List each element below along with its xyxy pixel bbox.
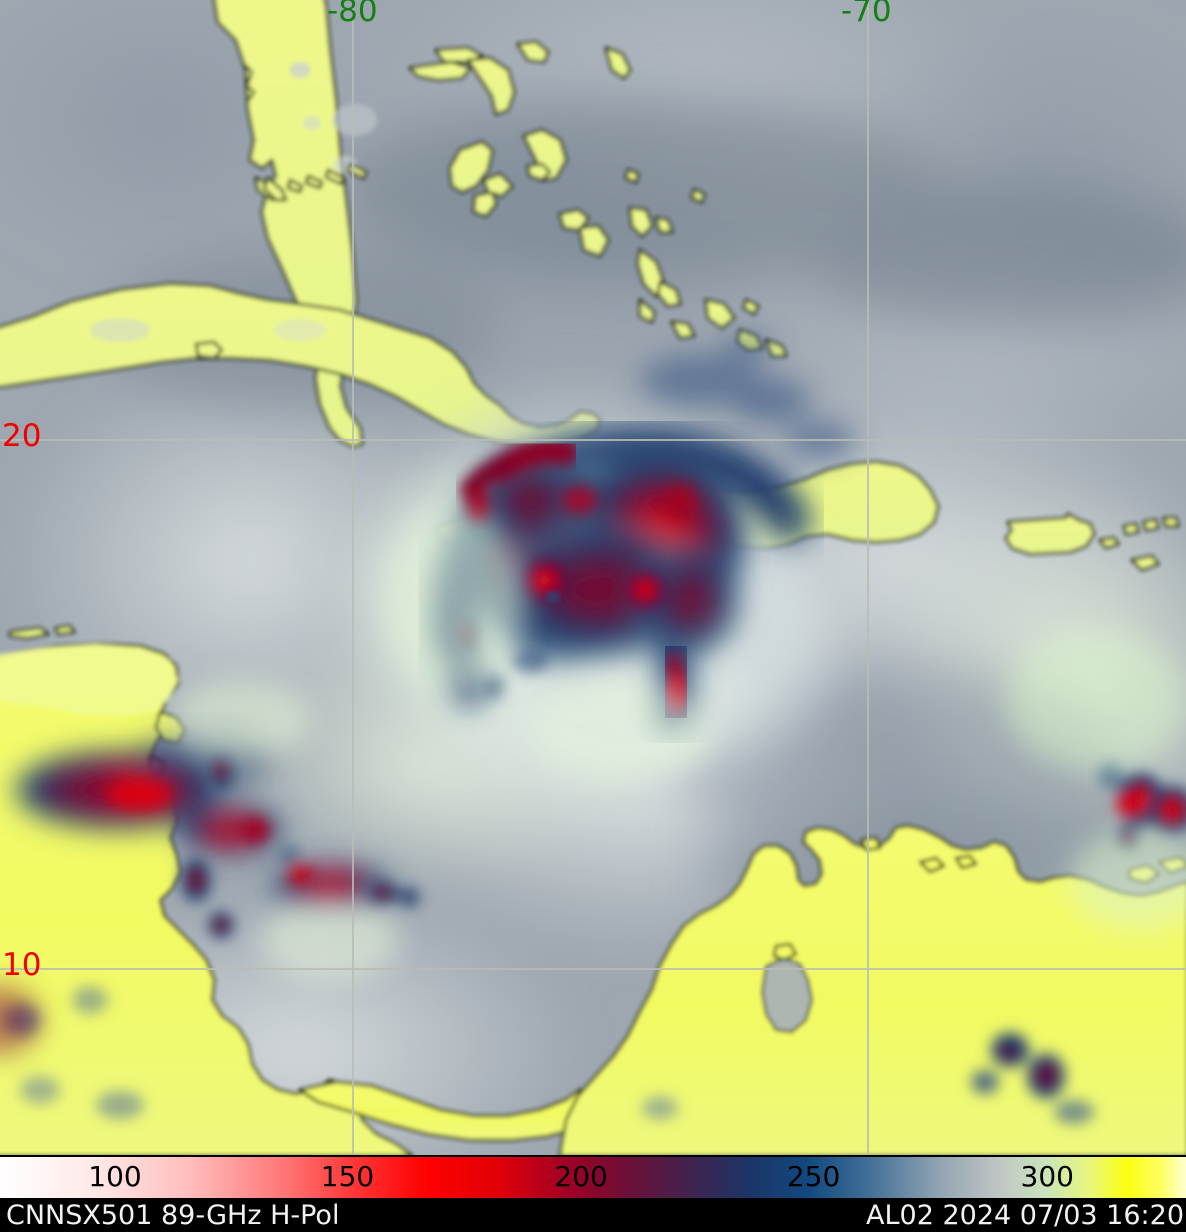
longitude-label-minus70: -70 [841, 0, 892, 29]
tc-eye [546, 591, 560, 603]
south-america-inland-cells [4, 986, 1094, 1124]
land-virgin-islands [1098, 516, 1180, 572]
central-america-cells [108, 748, 420, 941]
colorbar-tick-200: 200 [554, 1160, 608, 1193]
land-maracaibo-neck [772, 942, 798, 962]
sensor-label: CNNSX501 89-GHz H-Pol [6, 1200, 340, 1231]
land-tampa-bay-notch [242, 62, 256, 101]
land-isla-juventud [194, 340, 224, 360]
colorbar-gradient [0, 1157, 1186, 1198]
latitude-label-10: 10 [2, 947, 42, 983]
map-canvas [0, 0, 1186, 1155]
colorbar-tick-150: 150 [320, 1160, 375, 1193]
land-puerto-rico [1004, 512, 1096, 556]
microwave-brightness-temperature-map: -80 -70 20 10 [0, 0, 1186, 1155]
eastern-caribbean-cells [1098, 761, 1186, 854]
colorbar-tick-300: 300 [1020, 1160, 1074, 1193]
land-bahamas [408, 40, 788, 358]
footer-bar: CNNSX501 89-GHz H-Pol AL02 2024 07/03 16… [0, 1200, 1186, 1232]
colorbar-tick-100: 100 [88, 1160, 142, 1193]
latitude-label-20: 20 [2, 418, 42, 454]
storm-id-timestamp-label: AL02 2024 07/03 16:20 [866, 1200, 1184, 1231]
land-lake-maracaibo [760, 956, 814, 1034]
colorbar-tick-250: 250 [786, 1160, 841, 1193]
graticule-lines [0, 0, 1186, 1155]
land-yucatan-overlay [0, 644, 178, 716]
land-cayman-islands [8, 624, 76, 640]
cloud-fringe [170, 510, 1186, 980]
tc-eyewall-maxima [521, 484, 698, 610]
longitude-label-minus80: -80 [327, 0, 378, 29]
colorbar-container: 100 150 200 250 300 [0, 1155, 1186, 1200]
colorbar[interactable]: 100 150 200 250 300 [0, 1157, 1186, 1198]
